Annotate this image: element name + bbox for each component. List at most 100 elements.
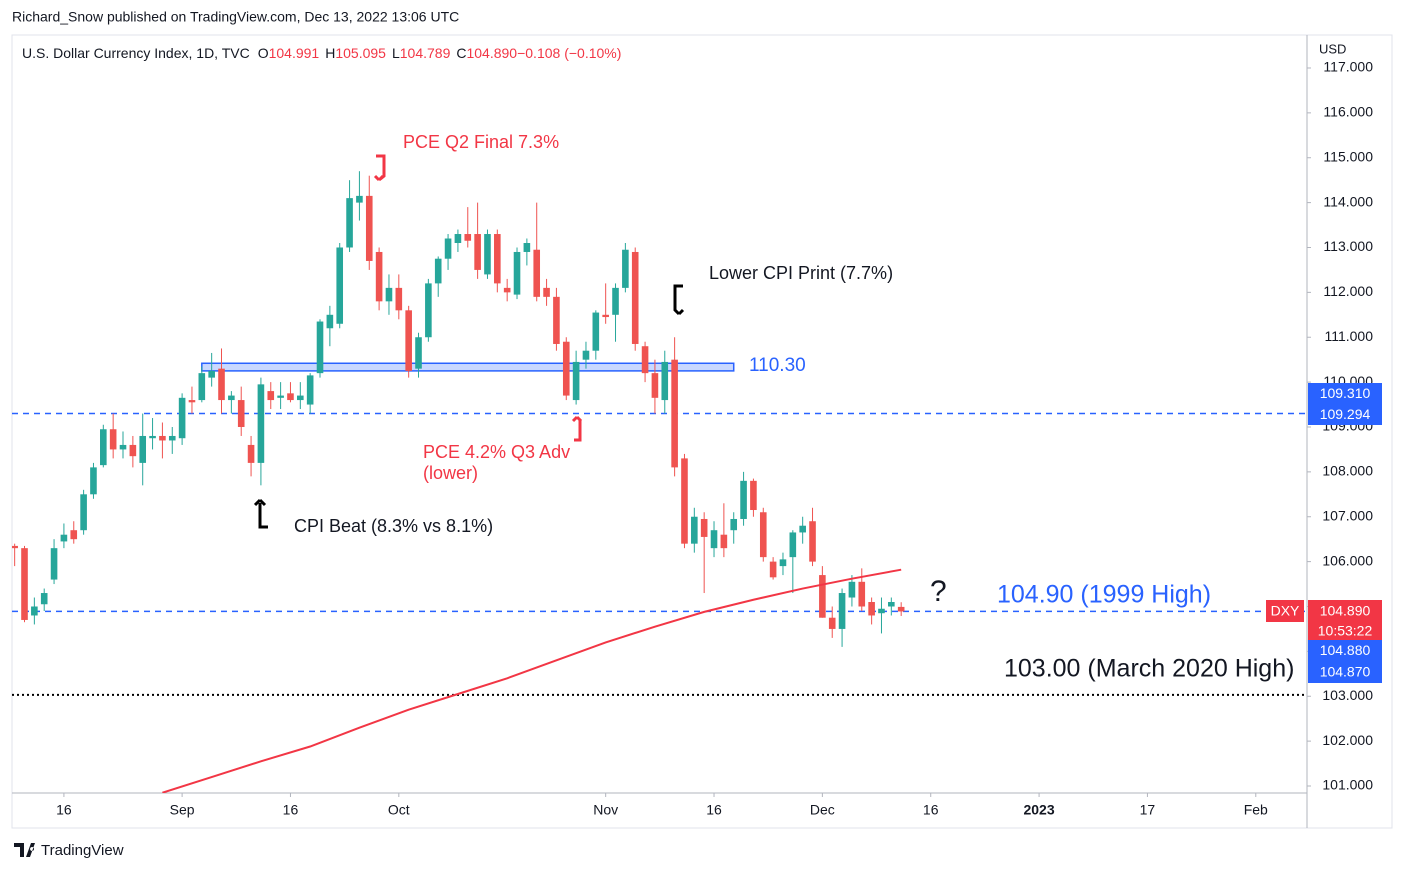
candle-body — [848, 581, 856, 598]
candle-body — [809, 521, 816, 562]
candle-body — [769, 561, 777, 578]
candle-body — [631, 251, 639, 344]
legend-key: O — [258, 45, 269, 61]
candle-body — [819, 575, 826, 618]
candle-body — [897, 606, 905, 612]
candle-body — [543, 287, 550, 297]
y-tick-label: 103.000 — [1322, 687, 1373, 703]
candle-body — [297, 395, 304, 401]
candle-body — [247, 444, 255, 463]
annotation: ? — [930, 575, 947, 608]
legend-value: −0.108 (−0.10%) — [517, 45, 621, 61]
candle-body — [326, 314, 334, 329]
candle-body — [582, 350, 590, 360]
candle-body — [12, 545, 18, 549]
x-tick-label: Nov — [593, 802, 618, 818]
candle-body — [592, 312, 600, 351]
candle-body — [484, 234, 491, 275]
candle-body — [336, 247, 344, 324]
candle-body — [533, 249, 541, 297]
candle-body — [415, 337, 422, 369]
price-label-box — [1308, 600, 1382, 622]
candle-body — [858, 581, 866, 607]
candle-body — [100, 429, 107, 466]
legend-value: 104.991 — [269, 45, 320, 61]
y-tick-label: 114.000 — [1323, 193, 1373, 209]
arrow — [373, 154, 386, 182]
y-tick-label: 113.000 — [1323, 238, 1373, 254]
candle-body — [612, 287, 619, 315]
y-tick-label: 112.000 — [1323, 283, 1373, 299]
annotation: 103.00 (March 2020 High) — [1004, 655, 1294, 683]
moving-average — [162, 568, 902, 793]
candle-body — [878, 608, 885, 614]
candle-body — [562, 341, 570, 396]
candle-body — [188, 400, 196, 403]
candle-body — [759, 512, 767, 558]
x-tick-label: Dec — [810, 802, 835, 818]
candle-body — [237, 400, 245, 427]
x-tick-label: 16 — [56, 802, 72, 818]
candle-body — [779, 559, 787, 567]
candle-body — [40, 593, 48, 605]
candle-body — [425, 283, 432, 338]
x-tick-label: Oct — [388, 802, 410, 818]
candle-body — [277, 395, 284, 398]
x-tick-label: 17 — [1140, 802, 1156, 818]
candle-body — [375, 251, 383, 302]
candle-body — [720, 534, 728, 549]
candle-body — [208, 370, 215, 378]
candle-body — [622, 249, 629, 288]
candle-body — [70, 530, 78, 540]
candle-body — [119, 444, 127, 450]
candle-body — [691, 516, 698, 544]
price-label-box — [1266, 600, 1304, 622]
x-tick-label: 16 — [283, 802, 299, 818]
annotation: 110.30 — [749, 355, 806, 376]
legend-value: 104.789 — [400, 45, 451, 61]
candle-body — [50, 548, 58, 580]
x-tick-label: 16 — [706, 802, 722, 818]
footer: TradingView — [41, 842, 124, 859]
candle-body — [60, 534, 68, 542]
candle-body — [710, 530, 718, 549]
x-tick-label: Feb — [1244, 802, 1268, 818]
candle-body — [700, 518, 708, 537]
candle-body — [306, 375, 314, 405]
price-label: 104.880 — [1320, 642, 1371, 658]
y-tick-label: 101.000 — [1322, 777, 1373, 793]
candle-body — [168, 435, 176, 441]
y-tick-label: 107.000 — [1322, 507, 1373, 523]
candle-body — [553, 296, 560, 344]
legend-key: L — [392, 45, 400, 61]
candle-body — [494, 234, 501, 284]
y-tick-label: 111.000 — [1324, 328, 1373, 344]
price-label-box — [1308, 622, 1382, 640]
annotation: 104.90 (1999 High) — [997, 581, 1211, 609]
candle-body — [740, 480, 747, 519]
candle-body — [129, 444, 137, 457]
candle-body — [365, 195, 373, 261]
price-label: 10:53:22 — [1318, 623, 1373, 639]
candle-body — [641, 346, 649, 374]
legend-value: 104.890 — [466, 45, 517, 61]
candle-body — [671, 359, 678, 468]
candle-body — [356, 195, 363, 203]
candle-body — [888, 602, 895, 607]
candle-body — [149, 435, 156, 439]
header: Richard_Snow published on TradingView.co… — [12, 9, 459, 25]
candle-body — [198, 373, 206, 401]
legend-title: U.S. Dollar Currency Index, 1D, TVC — [22, 45, 250, 61]
price-label-box — [1308, 383, 1382, 404]
price-label: 109.294 — [1320, 406, 1371, 422]
candle-body — [681, 458, 688, 544]
candle-body — [159, 435, 166, 441]
candle-body — [750, 480, 757, 511]
price-label-box — [1308, 640, 1382, 661]
candle-body — [31, 606, 38, 616]
y-tick-label: 102.000 — [1322, 732, 1373, 748]
candle-body — [21, 548, 28, 620]
candle-body — [868, 602, 875, 616]
candle-body — [838, 593, 846, 629]
